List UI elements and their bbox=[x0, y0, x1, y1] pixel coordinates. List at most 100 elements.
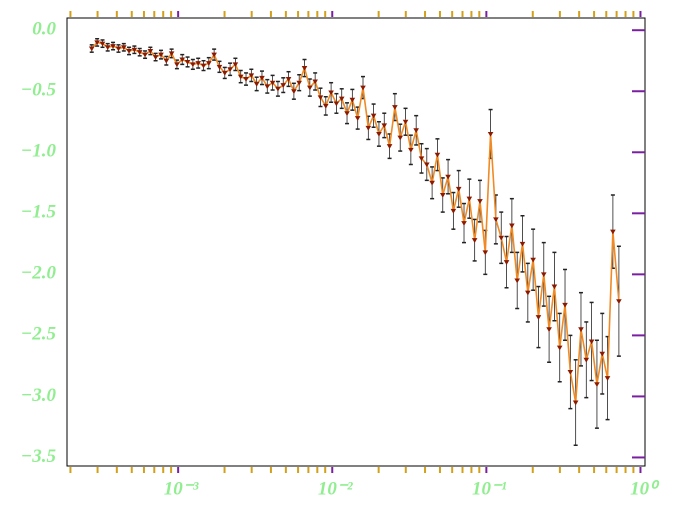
y-tick-label: −3.5 bbox=[21, 446, 57, 467]
marker bbox=[556, 345, 563, 351]
marker bbox=[115, 46, 122, 52]
y-tick-label: −3.0 bbox=[21, 385, 57, 406]
marker bbox=[237, 74, 244, 80]
marker bbox=[264, 84, 271, 90]
marker bbox=[455, 186, 462, 192]
marker bbox=[439, 193, 446, 198]
marker bbox=[312, 79, 318, 85]
marker bbox=[487, 131, 494, 137]
marker bbox=[243, 77, 249, 82]
marker bbox=[184, 59, 191, 65]
marker bbox=[152, 55, 159, 60]
marker bbox=[562, 302, 568, 308]
marker bbox=[429, 180, 435, 186]
marker bbox=[445, 174, 451, 180]
marker bbox=[482, 250, 489, 256]
marker bbox=[450, 208, 457, 214]
marker bbox=[269, 80, 276, 86]
y-tick-label: −2.0 bbox=[21, 263, 57, 284]
marker bbox=[285, 77, 292, 82]
marker bbox=[344, 111, 350, 117]
marker bbox=[333, 101, 340, 107]
marker bbox=[168, 51, 175, 57]
series-line bbox=[91, 41, 620, 403]
marker bbox=[158, 52, 164, 58]
marker bbox=[471, 238, 478, 243]
y-tick-label: −1.5 bbox=[21, 202, 57, 223]
marker bbox=[328, 90, 334, 96]
marker bbox=[216, 64, 223, 70]
marker bbox=[131, 47, 138, 53]
marker bbox=[88, 46, 95, 52]
marker bbox=[291, 89, 297, 95]
marker bbox=[461, 221, 467, 226]
marker bbox=[126, 48, 132, 54]
marker bbox=[509, 223, 515, 229]
marker bbox=[227, 67, 233, 73]
marker bbox=[604, 376, 611, 381]
marker bbox=[535, 315, 542, 320]
marker bbox=[610, 229, 616, 235]
marker bbox=[376, 131, 382, 137]
marker bbox=[206, 61, 212, 66]
marker bbox=[519, 241, 526, 247]
marker bbox=[248, 73, 255, 79]
marker bbox=[163, 58, 170, 64]
marker bbox=[360, 85, 366, 91]
y-tick-label: −0.5 bbox=[21, 80, 57, 101]
marker bbox=[567, 370, 574, 375]
marker bbox=[594, 382, 600, 388]
marker bbox=[503, 260, 510, 265]
marker bbox=[142, 52, 148, 58]
marker bbox=[477, 199, 483, 204]
marker bbox=[578, 327, 584, 333]
marker bbox=[317, 95, 324, 101]
marker bbox=[349, 97, 356, 103]
marker bbox=[179, 57, 186, 63]
marker bbox=[104, 45, 111, 51]
marker bbox=[253, 81, 260, 87]
marker bbox=[424, 162, 430, 168]
marker bbox=[466, 196, 473, 202]
marker bbox=[190, 62, 196, 68]
marker bbox=[540, 272, 547, 278]
marker bbox=[498, 235, 505, 241]
marker bbox=[110, 44, 116, 49]
marker bbox=[397, 135, 404, 141]
x-tick-label: 10⁻¹ bbox=[472, 478, 507, 499]
marker bbox=[174, 62, 180, 68]
marker bbox=[354, 116, 361, 121]
marker bbox=[200, 63, 207, 69]
marker bbox=[514, 278, 520, 284]
plot-frame bbox=[66, 17, 646, 467]
marker bbox=[121, 45, 127, 51]
marker bbox=[136, 50, 143, 55]
marker bbox=[418, 156, 425, 162]
marker bbox=[259, 75, 265, 81]
marker bbox=[370, 113, 377, 119]
marker bbox=[525, 290, 531, 296]
marker bbox=[365, 125, 372, 131]
x-tick-label: 10⁻³ bbox=[164, 478, 199, 499]
y-tick-label: −2.5 bbox=[21, 324, 57, 345]
marker bbox=[588, 339, 595, 345]
marker bbox=[392, 105, 398, 110]
marker bbox=[211, 52, 217, 58]
marker bbox=[381, 123, 388, 129]
marker bbox=[99, 41, 106, 47]
marker bbox=[551, 284, 558, 290]
marker bbox=[221, 70, 228, 76]
y-tick-label: −1.0 bbox=[21, 141, 57, 162]
marker bbox=[546, 327, 552, 333]
marker bbox=[275, 86, 281, 92]
marker bbox=[301, 66, 308, 71]
y-tick-label: 0.0 bbox=[32, 19, 56, 40]
marker bbox=[408, 147, 414, 153]
marker bbox=[413, 128, 419, 134]
marker bbox=[338, 96, 345, 102]
marker bbox=[94, 40, 100, 46]
x-tick-label: 10⁰ bbox=[630, 478, 660, 499]
marker bbox=[307, 85, 313, 91]
marker bbox=[195, 61, 201, 66]
marker bbox=[232, 62, 239, 68]
